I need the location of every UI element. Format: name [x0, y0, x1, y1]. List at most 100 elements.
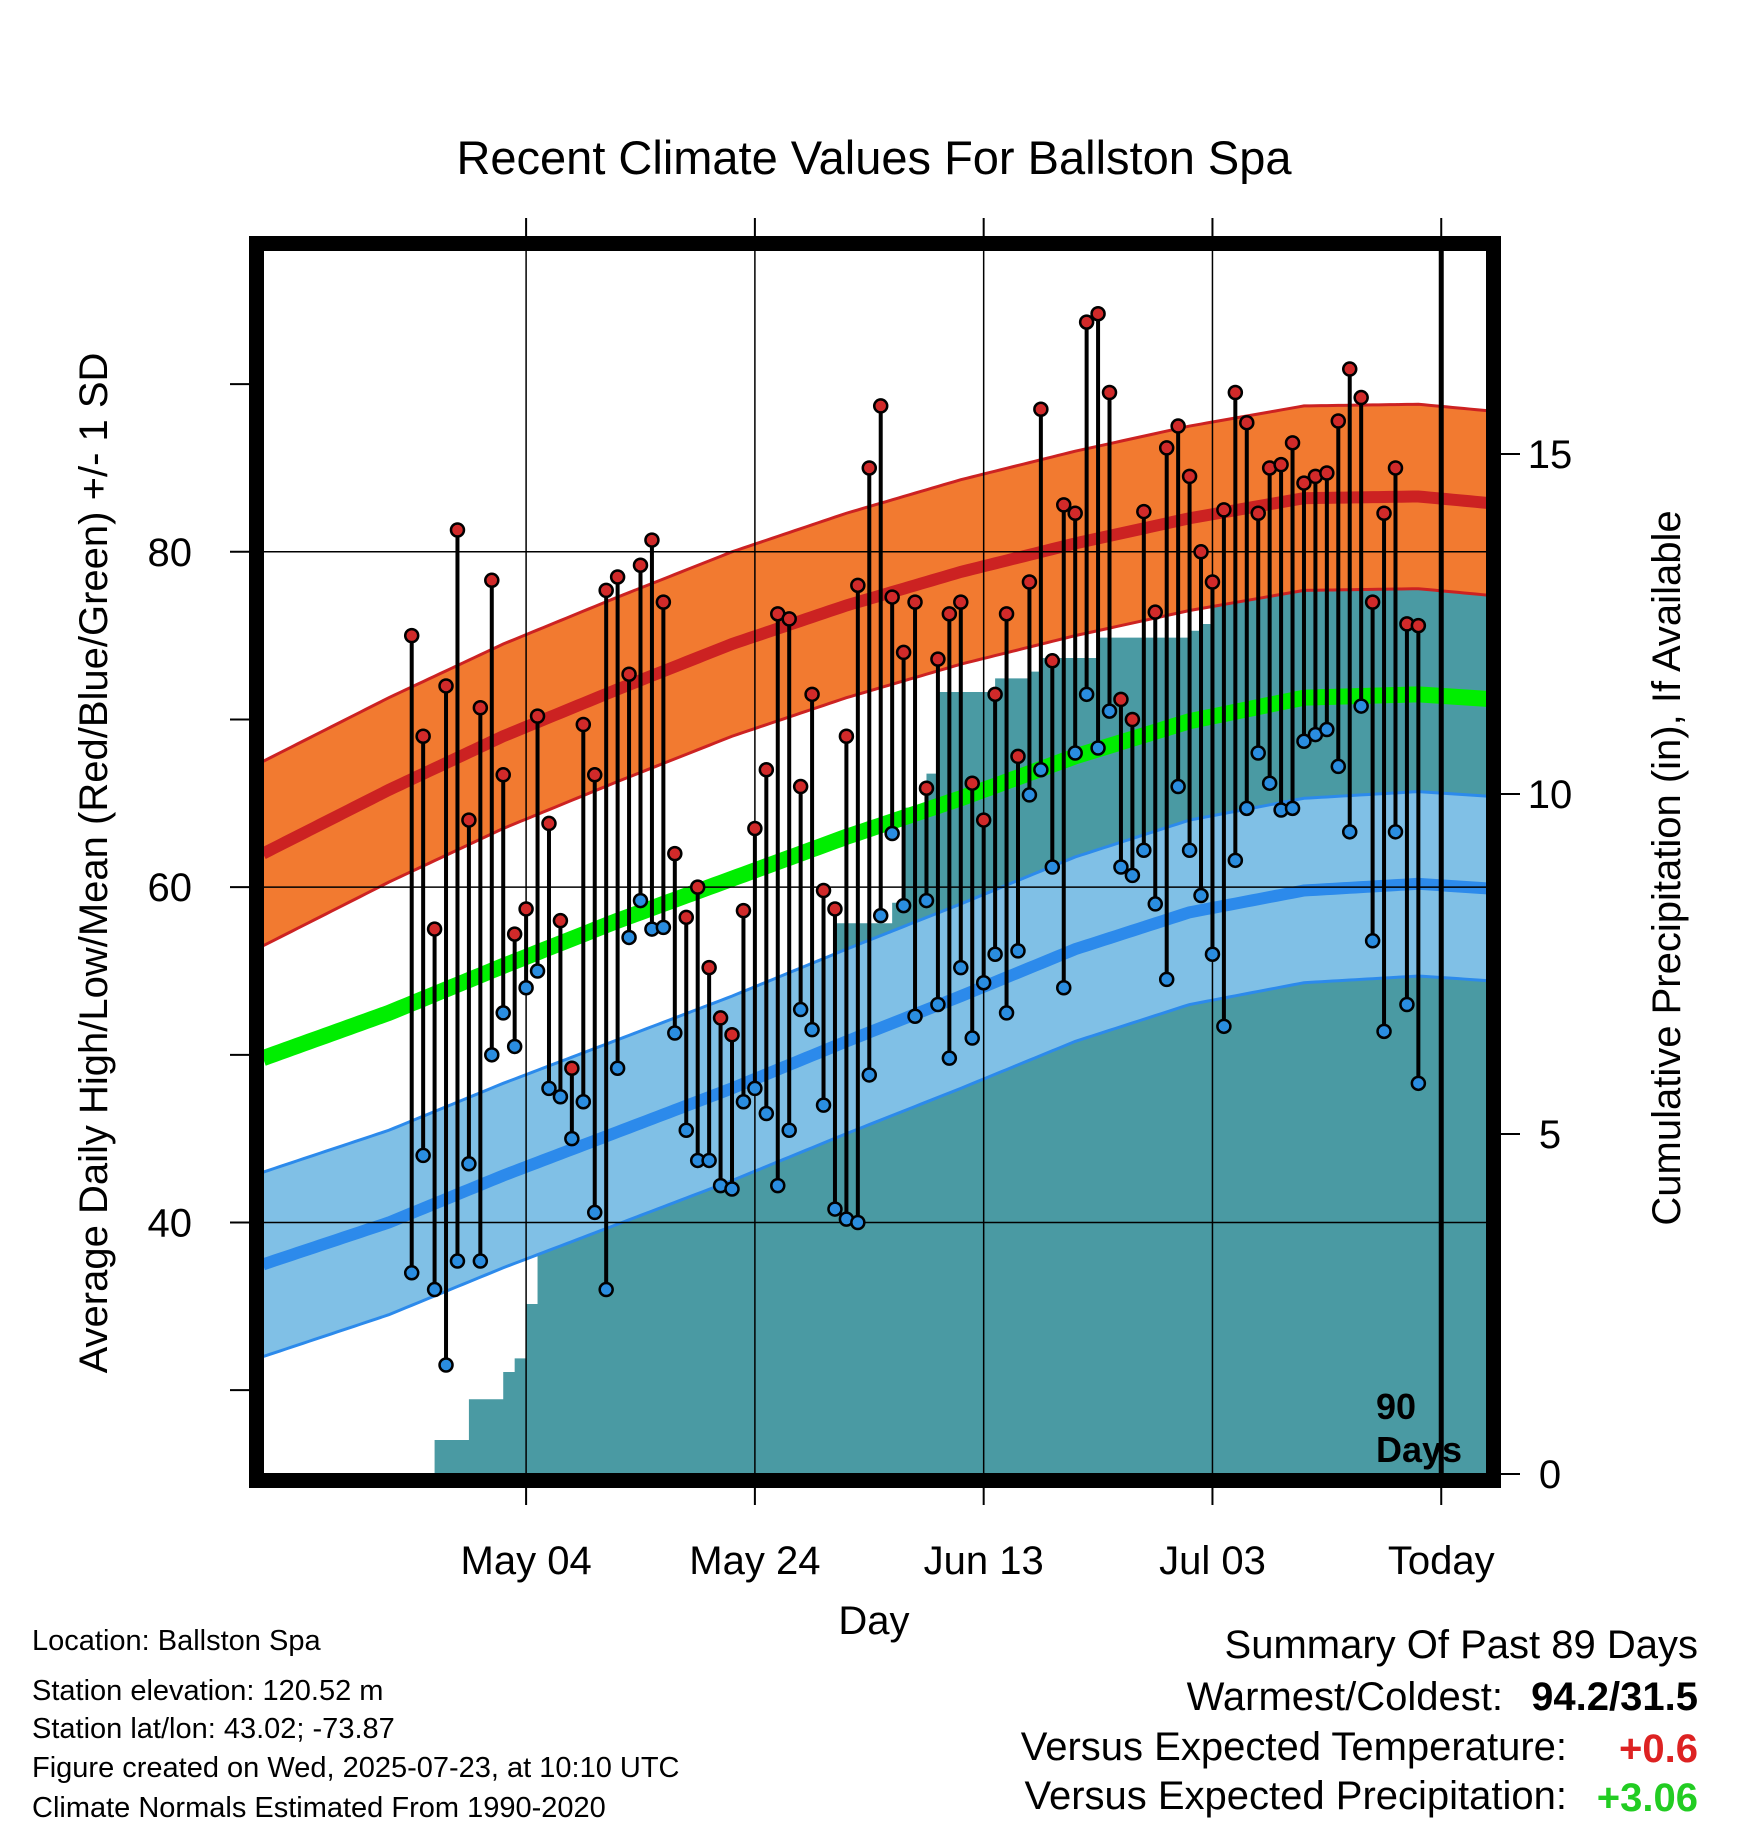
daily-high-point: [1078, 314, 1095, 330]
daily-low-point: [1181, 842, 1198, 859]
daily-high-point: [907, 594, 923, 610]
daily-high-point: [872, 398, 889, 414]
daily-high-point: [758, 762, 775, 778]
daily-low-point: [1204, 946, 1221, 962]
daily-high-point: [930, 651, 946, 667]
daily-low-point: [632, 892, 649, 909]
daily-high-point: [1273, 456, 1289, 473]
y-axis-title: Average Daily High/Low/Mean (Red/Blue/Gr…: [72, 353, 116, 1374]
daily-high-point: [1410, 617, 1427, 634]
daily-low-point: [461, 1156, 477, 1172]
latlon-info: Station lat/lon: 43.02; -73.87: [32, 1713, 395, 1745]
daily-high-point: [1101, 384, 1118, 401]
daily-low-point: [781, 1122, 797, 1139]
daily-high-point: [884, 589, 900, 605]
daily-low-point: [930, 996, 946, 1013]
chart-text: Recent Climate Values For Ballston Spa D…: [72, 131, 1689, 1643]
daily-low-point: [1250, 745, 1266, 761]
daily-high-point: [1216, 502, 1232, 518]
daily-high-point: [1170, 418, 1186, 434]
daily-low-point: [609, 1060, 626, 1076]
temp-vs-expected-label: Versus Expected Temperature:: [1020, 1725, 1567, 1769]
daily-low-point: [964, 1030, 980, 1046]
daily-high-point: [438, 678, 454, 694]
normal-high-band-upper-edge: [263, 402, 1487, 763]
daily-high-point: [747, 820, 763, 837]
daily-high-point: [827, 901, 843, 917]
daily-low-point: [1261, 775, 1278, 791]
daily-high-point: [655, 594, 672, 610]
daily-high-point: [586, 767, 603, 783]
daily-high-point: [632, 557, 649, 573]
daily-high-point: [1227, 384, 1244, 401]
daily-high-point: [1181, 468, 1198, 485]
daily-high-point: [415, 728, 431, 744]
daily-low-point: [438, 1357, 454, 1373]
daily-low-point: [1055, 980, 1072, 996]
daily-low-point: [518, 980, 534, 996]
daily-low-point: [1010, 943, 1026, 959]
daily-low-point: [895, 897, 912, 914]
normal-low-band-lower-edge: [263, 974, 1487, 1359]
daily-high-point: [644, 532, 660, 548]
daily-low-point: [1170, 778, 1186, 795]
daily-low-point: [747, 1080, 763, 1097]
daily-low-point: [1147, 896, 1164, 912]
plot-content: May 04 May 24 Jun 13 Jul 03 Today 40 60 80 0 5 10 1…: [148, 218, 1573, 1583]
daily-high-point: [1296, 475, 1312, 491]
y-tick-label: 80: [148, 531, 193, 575]
daily-low-point: [1296, 733, 1312, 750]
daily-high-point: [1341, 361, 1358, 377]
daily-high-point: [953, 594, 969, 610]
daily-low-point: [872, 907, 889, 924]
daily-low-point: [1387, 824, 1404, 840]
plot-area: [263, 250, 1487, 1474]
daily-high-point: [1330, 413, 1347, 429]
y2-tick-label: 0: [1539, 1453, 1561, 1497]
daily-high-point: [1353, 389, 1369, 406]
daily-high-point: [1364, 594, 1381, 610]
daily-high-point: [895, 644, 912, 661]
daily-low-point: [541, 1080, 557, 1097]
today-marker-label-days-count: 90: [1376, 1386, 1416, 1427]
y-tick-label: 60: [148, 866, 193, 910]
daily-low-point: [907, 1008, 923, 1025]
daily-low-point: [586, 1204, 603, 1221]
daily-high-point: [998, 606, 1015, 622]
daily-low-point: [792, 1001, 809, 1018]
daily-high-point: [975, 812, 992, 828]
daily-high-point: [1044, 653, 1061, 669]
daily-low-point: [861, 1067, 878, 1083]
daily-low-point: [998, 1005, 1015, 1021]
daily-low-point: [850, 1214, 866, 1231]
daily-high-point: [609, 569, 626, 585]
temp-vs-expected-value: +0.6: [1619, 1727, 1698, 1771]
daily-low-point: [484, 1047, 500, 1063]
x-tick-label: Jun 13: [924, 1539, 1044, 1583]
daily-low-point: [1136, 842, 1152, 859]
daily-high-point: [1147, 604, 1164, 620]
daily-low-point: [564, 1130, 580, 1147]
x-axis-title: Day: [838, 1599, 909, 1643]
daily-low-point: [735, 1094, 752, 1110]
daily-high-point: [484, 572, 500, 589]
daily-high-point: [1033, 401, 1049, 418]
daily-high-point: [472, 699, 489, 716]
daily-low-point: [1284, 800, 1301, 817]
daily-low-point: [1090, 740, 1106, 756]
daily-low-point: [1341, 824, 1358, 840]
daily-high-point: [689, 879, 706, 895]
chart-title: Recent Climate Values For Ballston Spa: [456, 131, 1292, 184]
daily-low-point: [472, 1253, 489, 1269]
daily-high-point: [678, 909, 695, 926]
daily-low-point: [724, 1181, 740, 1197]
daily-low-point: [1193, 887, 1209, 904]
daily-low-point: [1410, 1075, 1427, 1092]
daily-low-point: [1216, 1018, 1232, 1035]
daily-high-point: [403, 627, 420, 644]
daily-low-point: [941, 1050, 958, 1066]
daily-high-point: [621, 666, 637, 682]
y2-tick-label: 15: [1528, 433, 1573, 477]
daily-high-point: [712, 1010, 729, 1026]
daily-low-point: [678, 1122, 695, 1139]
